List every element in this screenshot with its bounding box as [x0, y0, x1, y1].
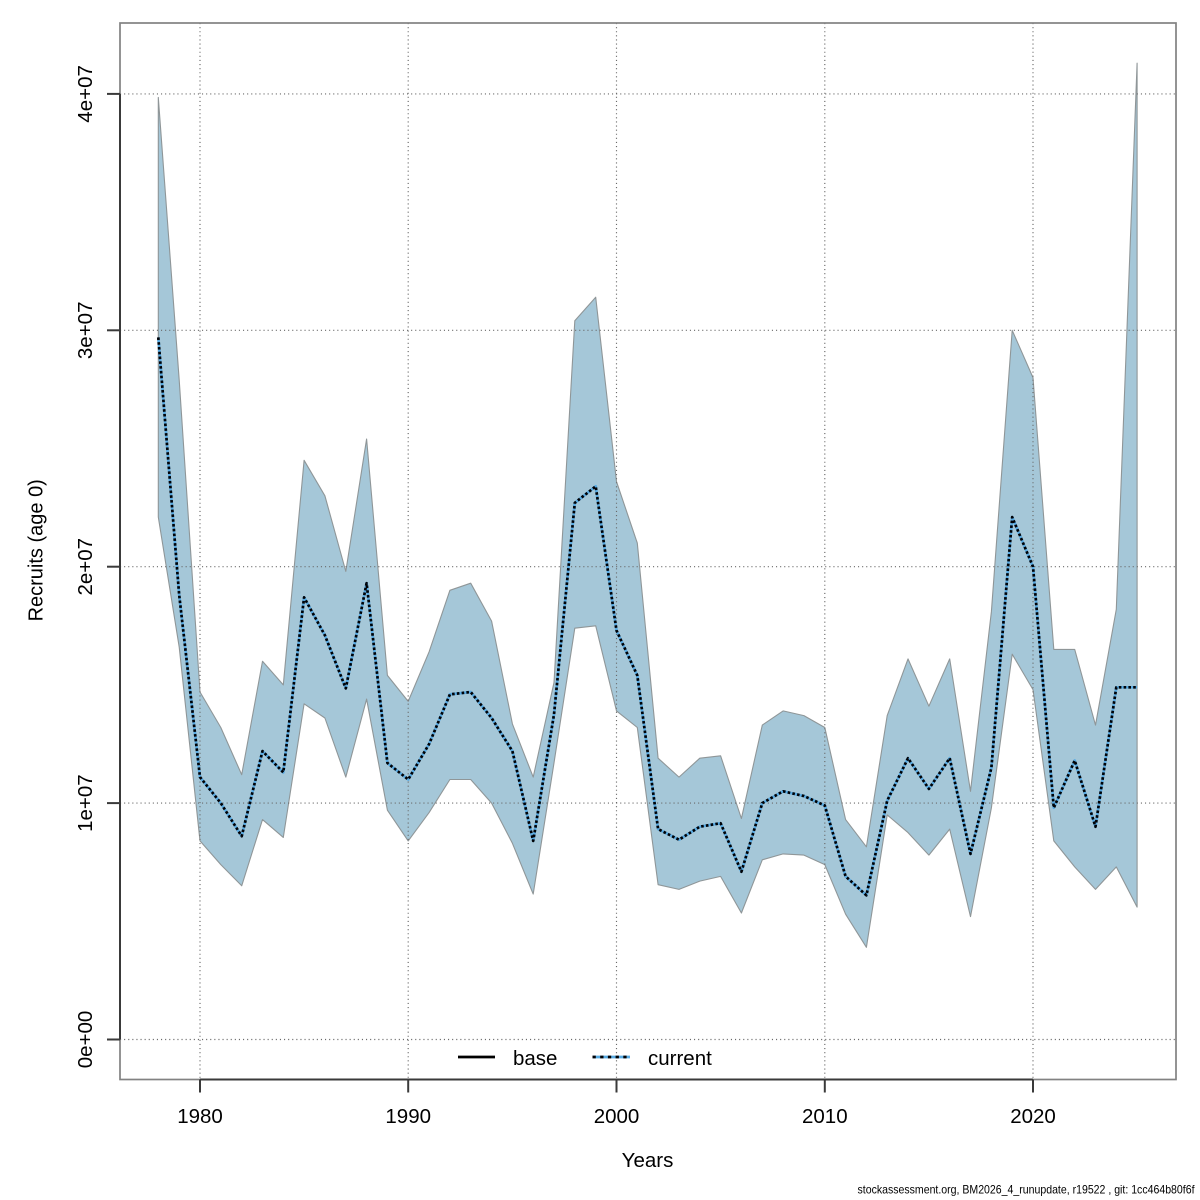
svg-text:3e+07: 3e+07: [74, 302, 97, 360]
svg-text:1980: 1980: [177, 1105, 223, 1128]
svg-text:1e+07: 1e+07: [74, 774, 97, 832]
svg-text:Recruits (age 0): Recruits (age 0): [25, 479, 47, 621]
svg-text:1990: 1990: [385, 1105, 431, 1128]
svg-text:0e+00: 0e+00: [74, 1011, 97, 1069]
svg-text:2e+07: 2e+07: [74, 538, 97, 596]
svg-text:2000: 2000: [594, 1105, 640, 1128]
svg-text:current: current: [648, 1047, 712, 1070]
svg-text:4e+07: 4e+07: [74, 65, 97, 123]
svg-text:2020: 2020: [1010, 1105, 1056, 1128]
svg-text:base: base: [513, 1047, 557, 1070]
svg-text:2010: 2010: [802, 1105, 848, 1128]
svg-text:Years: Years: [622, 1149, 674, 1172]
svg-text:stockassessment.org, BM2026_4_: stockassessment.org, BM2026_4_runupdate,…: [858, 1183, 1196, 1197]
